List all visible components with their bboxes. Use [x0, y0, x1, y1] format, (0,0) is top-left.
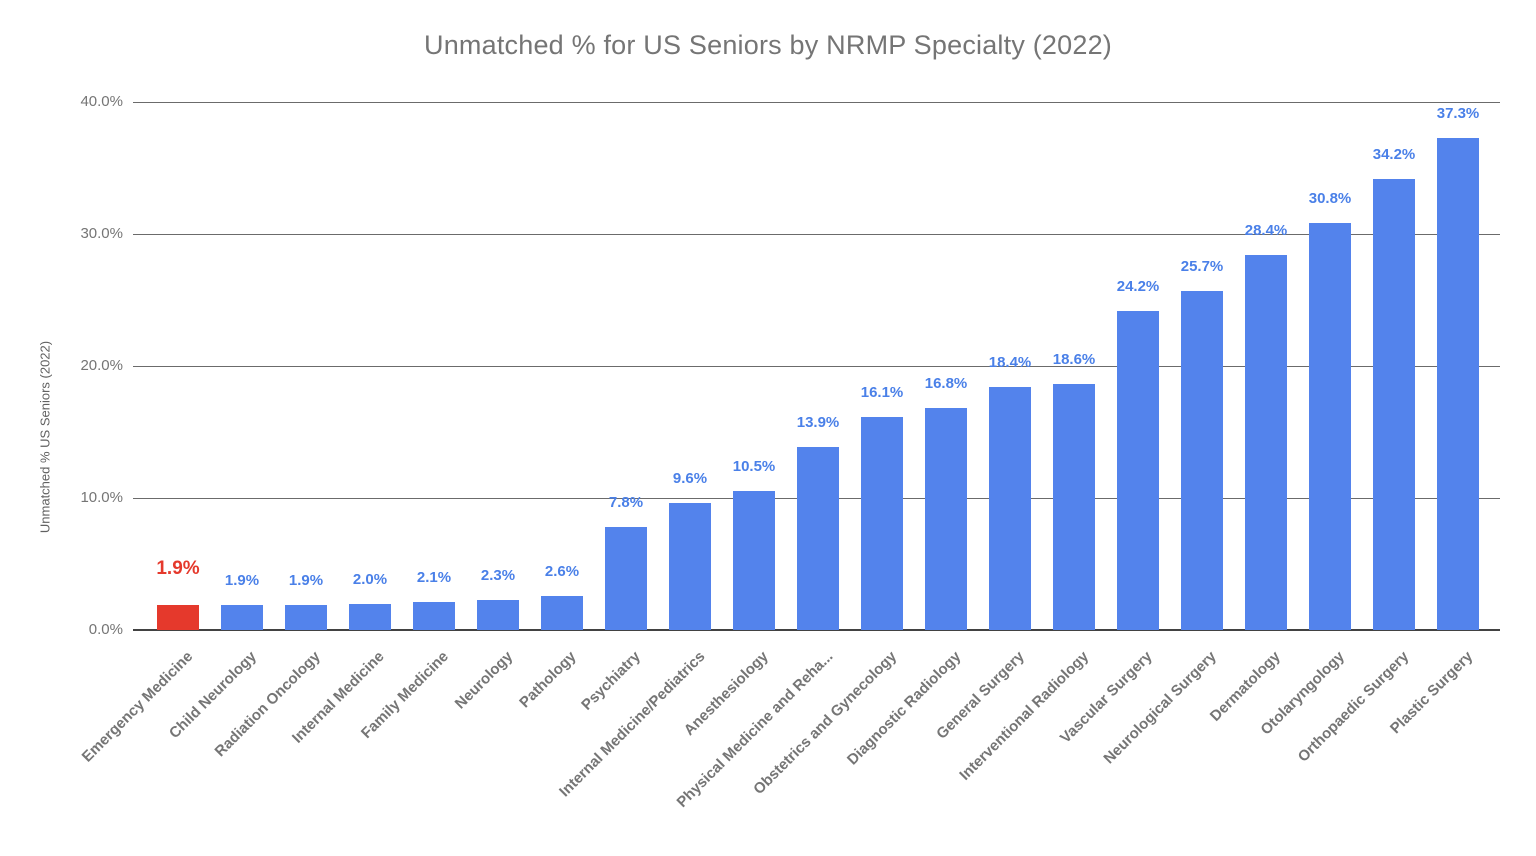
bar-value-label: 30.8%	[1308, 190, 1352, 208]
bar	[989, 387, 1031, 630]
bar-value-label: 18.6%	[1052, 351, 1096, 369]
gridline	[133, 233, 1500, 235]
bar	[797, 446, 839, 630]
bar	[285, 604, 327, 630]
bar-value-label: 2.3%	[480, 566, 516, 584]
bar	[477, 599, 519, 630]
bar	[413, 602, 455, 630]
bar-value-label: 16.8%	[924, 375, 968, 393]
y-tick-label: 20.0%	[80, 357, 123, 374]
x-axis-label: Diagnostic Radiology	[843, 648, 965, 769]
bar-value-label: 2.0%	[352, 570, 388, 588]
x-axis-label: Neurology	[451, 648, 517, 713]
bar	[1053, 384, 1095, 630]
bar	[1117, 310, 1159, 630]
bar-value-label: 34.2%	[1372, 145, 1416, 163]
gridline	[133, 365, 1500, 367]
y-tick-label: 0.0%	[88, 621, 123, 638]
bar-value-label: 1.9%	[156, 557, 200, 579]
bar-value-label: 28.4%	[1244, 222, 1288, 240]
bar-value-label: 25.7%	[1180, 257, 1224, 275]
bar	[605, 527, 647, 630]
chart-title: Unmatched % for US Seniors by NRMP Speci…	[424, 30, 1112, 60]
x-axis-label: Neurological Surgery	[1100, 648, 1221, 768]
y-tick-label: 40.0%	[80, 93, 123, 110]
x-axis-label: Interventional Radiology	[956, 648, 1093, 784]
bar-value-label: 2.1%	[416, 569, 452, 587]
bar	[1245, 255, 1287, 630]
x-axis-label: Orthopaedic Surgery	[1294, 648, 1413, 766]
y-axis-title: Unmatched % US Seniors (2022)	[37, 340, 53, 534]
bar	[1437, 137, 1479, 630]
bar-value-label: 9.6%	[672, 470, 708, 488]
bar-value-label: 24.2%	[1116, 277, 1160, 295]
bar-value-label: 18.4%	[988, 354, 1032, 372]
y-tick-label: 10.0%	[80, 489, 123, 506]
bar-value-label: 1.9%	[288, 571, 324, 589]
bar	[221, 604, 263, 630]
x-axis-label: Radiation Oncology	[211, 648, 325, 761]
bar-value-label: 37.3%	[1436, 104, 1480, 122]
bar	[669, 503, 711, 630]
x-axis-label: Psychiatry	[578, 648, 645, 714]
bar	[349, 603, 391, 630]
gridline	[133, 101, 1500, 103]
bar	[1309, 223, 1351, 630]
x-axis-line	[133, 629, 1500, 631]
x-axis-label: Emergency Medicine	[78, 648, 197, 766]
bar	[1181, 290, 1223, 630]
y-tick-label: 30.0%	[80, 225, 123, 242]
bar	[1373, 178, 1415, 630]
bar-value-label: 10.5%	[732, 458, 776, 476]
bar-value-label: 7.8%	[608, 494, 644, 512]
bar-value-label: 2.6%	[544, 562, 580, 580]
bar	[861, 417, 903, 630]
bar	[733, 491, 775, 630]
x-axis-label: Pathology	[516, 648, 581, 712]
bar	[925, 408, 967, 630]
bar	[541, 595, 583, 630]
bar-value-label: 1.9%	[224, 571, 260, 589]
bar-value-label: 16.1%	[860, 384, 904, 402]
bar-value-label: 13.9%	[796, 413, 840, 431]
bar	[157, 604, 199, 630]
